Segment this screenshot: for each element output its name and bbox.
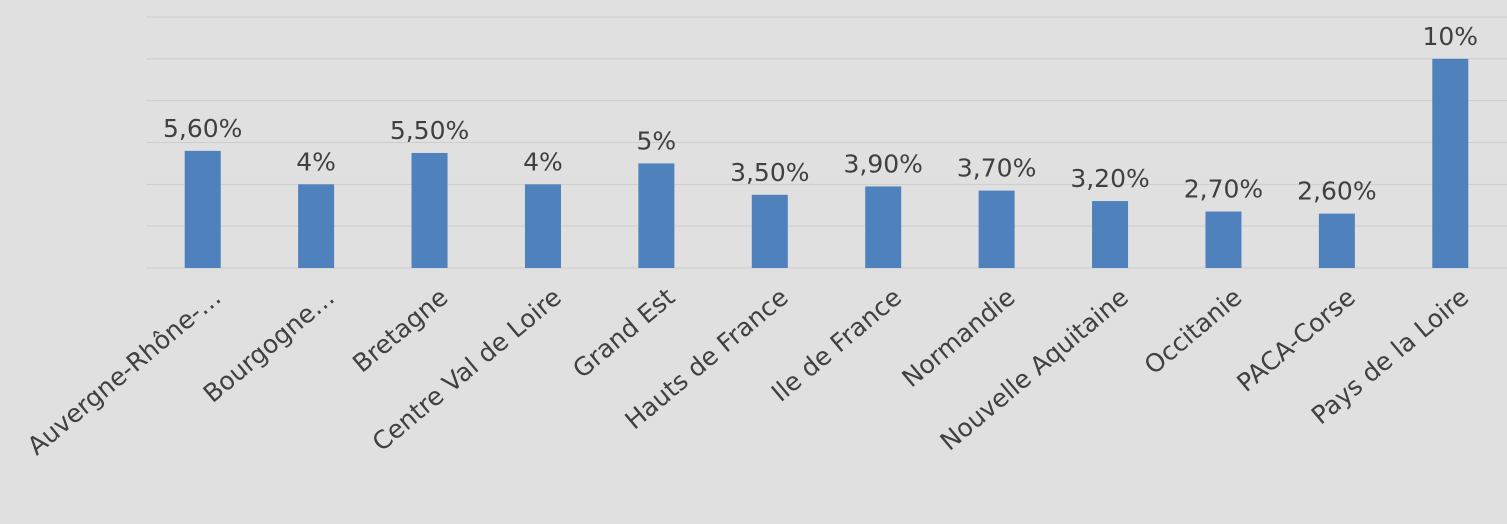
bar bbox=[638, 163, 675, 268]
bar bbox=[1318, 213, 1355, 268]
data-label: 3,50% bbox=[730, 158, 809, 187]
data-label: 5,50% bbox=[390, 116, 469, 145]
x-tick-label: Grand Est bbox=[567, 282, 680, 384]
data-label: 3,90% bbox=[843, 149, 922, 178]
bar bbox=[411, 152, 448, 268]
x-tick-label: Bretagne bbox=[347, 282, 453, 378]
data-label: 3,70% bbox=[957, 154, 1036, 183]
bar bbox=[865, 186, 902, 268]
data-label: 3,20% bbox=[1070, 164, 1149, 193]
bar bbox=[978, 190, 1015, 268]
data-label: 2,60% bbox=[1297, 177, 1376, 206]
bar bbox=[751, 194, 788, 268]
x-tick-label: Centre Val de Loire bbox=[367, 282, 567, 457]
bar bbox=[1092, 201, 1129, 268]
x-tick-label: Occitanie bbox=[1139, 282, 1248, 380]
bar bbox=[298, 184, 335, 268]
x-tick-label: Auvergne-Rhône-… bbox=[22, 282, 227, 460]
data-label: 5% bbox=[637, 126, 677, 155]
data-label: 4% bbox=[523, 147, 563, 176]
data-label: 10% bbox=[1423, 22, 1479, 51]
data-label: 4% bbox=[296, 147, 336, 176]
bar bbox=[1432, 58, 1469, 269]
data-label: 5,60% bbox=[163, 114, 242, 143]
data-label: 2,70% bbox=[1184, 175, 1263, 204]
bar bbox=[184, 150, 221, 268]
x-tick-label: Nouvelle Aquitaine bbox=[935, 282, 1134, 456]
bar bbox=[1205, 211, 1242, 268]
bar bbox=[524, 184, 561, 268]
